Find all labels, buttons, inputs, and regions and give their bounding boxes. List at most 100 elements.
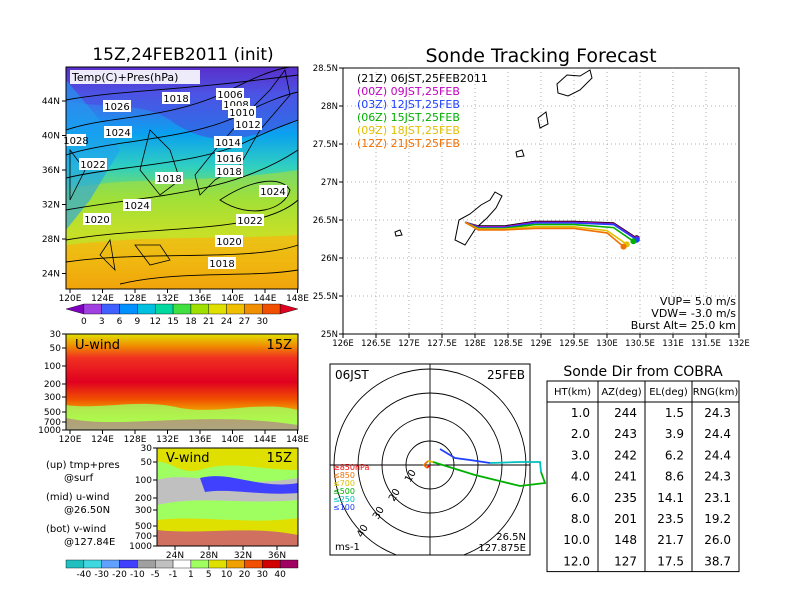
- lon-tick-label: 144E: [254, 435, 277, 445]
- table-cell: 1.5: [665, 406, 684, 420]
- wind-colorbar-cell: [83, 559, 102, 569]
- svg-text:(bot) v-wind: (bot) v-wind: [46, 524, 106, 535]
- lat-tick-label: 28N: [321, 102, 338, 112]
- svg-text:@surf: @surf: [64, 473, 94, 484]
- svg-text:1020: 1020: [84, 215, 109, 226]
- lon-tick-label: 127.5E: [427, 339, 457, 349]
- lon-tick-label: 128E: [124, 294, 147, 304]
- lon-tick-label: 128E: [464, 339, 486, 349]
- svg-text:1024: 1024: [105, 128, 130, 139]
- lon-tick-label: 131.5E: [691, 339, 721, 349]
- lon-tick-label: 132E: [728, 339, 750, 349]
- table-cell: 24.3: [704, 470, 731, 484]
- table-cell: 127: [614, 554, 637, 568]
- svg-text:(06Z) 15JST,25FEB: (06Z) 15JST,25FEB: [357, 111, 460, 124]
- lat-tick-label: 27.5N: [313, 140, 338, 150]
- table-cell: 6.2: [665, 448, 684, 462]
- lon-tick-label: 136E: [189, 435, 212, 445]
- table-cell: 21.7: [657, 533, 684, 547]
- svg-text:≤850: ≤850: [333, 471, 355, 480]
- lat-tick-label: 24N: [166, 551, 184, 561]
- polar-time-left: 06JST: [335, 368, 369, 382]
- track-series-5: [464, 221, 625, 248]
- uwind-time: 15Z: [267, 338, 293, 353]
- vwind-time: 15Z: [267, 451, 293, 466]
- wind-colorbar: -40 -30 -20 -10 -5 -1 1 5 10 20 30 40: [65, 559, 299, 580]
- vwind-label: V-wind: [166, 451, 210, 466]
- lon-tick-label: 129E: [530, 339, 552, 349]
- hodograph-segment-5: [439, 448, 491, 464]
- table-cell: 8.0: [571, 512, 590, 526]
- uwind-frame: [65, 333, 299, 431]
- polar-hodograph: [422, 448, 547, 487]
- table-cell: 23.5: [657, 512, 684, 526]
- lat-tick-label: 26.5N: [313, 216, 338, 226]
- track-title: Sonde Tracking Forecast: [425, 45, 656, 67]
- track-lines: [464, 220, 640, 250]
- track-end-point-5: [620, 243, 627, 250]
- table-cell: 23.1: [704, 491, 731, 505]
- lon-tick-label: 124E: [91, 435, 114, 445]
- lat-tick-label: 27N: [321, 178, 338, 188]
- table-cell: 6.0: [571, 491, 590, 505]
- pressure-tick-label: 100: [44, 362, 61, 372]
- wind-colorbar-cell: [279, 559, 299, 569]
- table-cell: 26.0: [704, 533, 731, 547]
- pressure-tick-label: 30: [50, 330, 62, 340]
- lat-tick-label: 24N: [42, 270, 60, 280]
- svg-text:≤700: ≤700: [333, 479, 355, 488]
- svg-text:≤250: ≤250: [333, 495, 355, 504]
- table-cell: 235: [614, 491, 637, 505]
- svg-text:1012: 1012: [235, 120, 260, 131]
- lon-tick-label: 140E: [221, 294, 244, 304]
- table-cell: 8.6: [665, 470, 684, 484]
- pressure-tick-label: 700: [135, 532, 152, 542]
- colorbar-cell: [208, 303, 227, 315]
- svg-text:1024: 1024: [124, 201, 149, 212]
- dir-table: HT(km) AZ(deg) EL(deg) RNG(km) 1.0 244 1.5 24.3…: [546, 380, 740, 573]
- pressure-tick-label: 200: [135, 494, 152, 504]
- svg-text:1024: 1024: [260, 187, 285, 198]
- colorbar-cell: [226, 303, 245, 315]
- polar-lat: 26.5N: [496, 532, 526, 543]
- colorbar-tick-label: 21: [203, 317, 214, 327]
- lon-tick-label: 126E: [332, 339, 354, 349]
- wind-colorbar-cell: [262, 559, 281, 569]
- wind-colorbar-tick-label: 10: [221, 570, 233, 580]
- lat-tick-label: 36N: [268, 551, 286, 561]
- wind-colorbar-tick-label: -40: [76, 570, 91, 580]
- colorbar-tick-label: 0: [81, 317, 87, 327]
- lon-tick-label: 144E: [254, 294, 277, 304]
- table-cell: 201: [614, 512, 637, 526]
- wind-colorbar-cell: [119, 559, 138, 569]
- table-cell: 243: [614, 427, 637, 441]
- table-cell: 24.3: [704, 406, 731, 420]
- wind-colorbar-cell: [155, 559, 174, 569]
- svg-text:1014: 1014: [215, 138, 240, 149]
- table-cell: 3.0: [571, 448, 590, 462]
- lat-tick-label: 44N: [42, 97, 60, 107]
- vwind-frame: [156, 447, 299, 547]
- colorbar-cell: [190, 303, 209, 315]
- svg-text:(09Z) 18JST,25FEB: (09Z) 18JST,25FEB: [357, 124, 460, 137]
- lon-tick-label: 130E: [596, 339, 618, 349]
- colorbar-cell: [101, 303, 120, 315]
- svg-text:VUP= 5.0 m/s: VUP= 5.0 m/s: [660, 295, 736, 308]
- svg-text:1016: 1016: [216, 154, 241, 165]
- svg-text:≤500: ≤500: [333, 487, 355, 496]
- wind-colorbar-tick-label: 1: [188, 570, 194, 580]
- table-cell: 12.0: [563, 554, 590, 568]
- vwind-field: [157, 448, 298, 546]
- wind-colorbar-tick-label: -5: [151, 570, 160, 580]
- track-legend: (21Z) 06JST,25FEB2011 (00Z) 09JST,25FEB …: [357, 72, 488, 150]
- svg-text:1026: 1026: [104, 102, 129, 113]
- pressure-tick-label: 100: [135, 476, 152, 486]
- hodograph-segment-4: [489, 461, 542, 473]
- hodograph-segment-1: [422, 460, 429, 469]
- svg-text:(21Z) 06JST,25FEB2011: (21Z) 06JST,25FEB2011: [357, 72, 488, 85]
- uwind-field: [66, 334, 298, 430]
- lon-tick-label: 124E: [91, 294, 114, 304]
- lon-tick-label: 148E: [286, 435, 309, 445]
- table-header: RNG(km): [693, 387, 739, 398]
